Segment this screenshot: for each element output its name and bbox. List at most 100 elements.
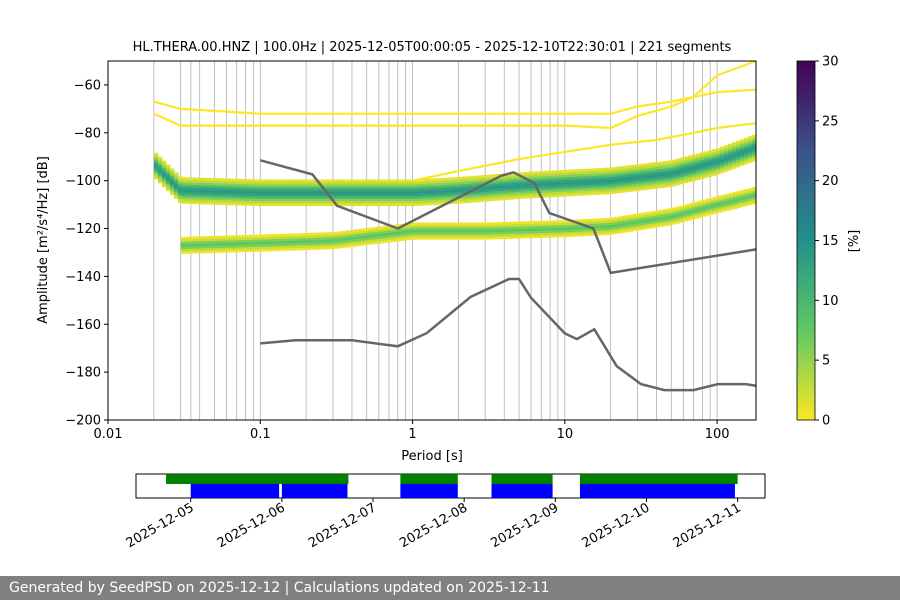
heatmap-cell	[387, 230, 393, 233]
heatmap-cell	[354, 203, 360, 207]
heatmap-cell	[197, 189, 203, 193]
heatmap-cell	[559, 189, 564, 192]
heatmap-cell	[274, 201, 279, 204]
heatmap-cell	[703, 163, 709, 166]
heatmap-cell	[234, 193, 239, 196]
heatmap-cell	[663, 182, 669, 186]
heatmap-cell	[195, 238, 201, 242]
heatmap-cell	[652, 220, 657, 224]
heatmap-cell	[265, 236, 270, 240]
heatmap-cell	[290, 191, 295, 195]
heatmap-cell	[362, 198, 368, 202]
heatmap-cell	[219, 245, 224, 248]
heatmap-cell	[727, 157, 733, 161]
heatmap-cell	[679, 217, 684, 221]
heatmap-cell	[735, 164, 741, 168]
heatmap-cell	[199, 236, 205, 239]
heatmap-cell	[727, 162, 733, 166]
heatmap-cell	[426, 192, 432, 196]
heatmap-cell	[711, 153, 717, 157]
heatmap-cell	[631, 179, 637, 182]
heatmap-cell	[258, 184, 263, 187]
heatmap-cell	[575, 226, 581, 230]
heatmap-cell	[291, 247, 297, 251]
heatmap-cell	[511, 196, 516, 200]
heatmap-cell	[246, 195, 251, 199]
heatmap-cell	[429, 234, 435, 238]
heatmap-cell	[491, 174, 496, 178]
timeline-tick-label: 2025-12-11	[671, 500, 744, 551]
heatmap-cell	[740, 199, 746, 203]
heatmap-cell	[466, 195, 472, 199]
heatmap-cell	[398, 203, 404, 207]
heatmap-cell	[751, 153, 756, 157]
heatmap-cell	[258, 196, 263, 199]
heatmap-cell	[667, 213, 673, 216]
heatmap-cell	[487, 222, 492, 226]
heatmap-cell	[165, 183, 171, 187]
heatmap-cell	[740, 192, 746, 196]
heatmap-cell	[254, 203, 259, 206]
heatmap-cell	[372, 239, 377, 242]
heatmap-cell	[262, 181, 267, 185]
heatmap-cell	[286, 203, 291, 207]
heatmap-cell	[466, 178, 472, 182]
heatmap-cell	[266, 201, 271, 204]
heatmap-cell	[587, 168, 593, 172]
heatmap-cell	[322, 196, 328, 199]
heatmap-cell	[617, 225, 623, 229]
heatmap-cell	[495, 229, 500, 233]
heatmap-cell	[188, 236, 193, 240]
heatmap-cell	[491, 176, 496, 180]
heatmap-cell	[559, 177, 564, 180]
heatmap-cell	[193, 196, 199, 200]
heatmap-cell	[169, 187, 175, 191]
heatmap-cell	[302, 186, 307, 190]
heatmap-cell	[533, 223, 538, 227]
heatmap-cell	[438, 189, 444, 193]
heatmap-cell	[690, 214, 696, 218]
heatmap-cell	[368, 229, 374, 233]
heatmap-cell	[394, 179, 400, 183]
heatmap-cell	[391, 232, 397, 235]
heatmap-cell	[429, 229, 435, 233]
heatmap-cell	[349, 241, 354, 245]
heatmap-cell	[302, 181, 307, 185]
heatmap-cell	[713, 208, 719, 212]
heatmap-cell	[442, 194, 448, 198]
heatmap-cell	[644, 221, 650, 225]
heatmap-cell	[595, 170, 601, 174]
heatmap-cell	[270, 198, 275, 202]
heatmap-cell	[258, 203, 263, 207]
heatmap-cell	[207, 245, 212, 249]
heatmap-cell	[663, 211, 669, 215]
heatmap-cell	[575, 183, 580, 187]
heatmap-cell	[189, 194, 195, 197]
heatmap-cell	[679, 162, 685, 166]
heatmap-cell	[743, 159, 749, 162]
heatmap-cell	[215, 235, 220, 239]
heatmap-cell	[667, 222, 673, 226]
heatmap-cell	[357, 240, 362, 244]
heatmap-cell	[729, 204, 734, 208]
heatmap-cell	[633, 218, 638, 222]
heatmap-cell	[594, 223, 600, 226]
heatmap-cell	[575, 193, 580, 196]
heatmap-cell	[403, 230, 408, 234]
x-tick-label: 1	[408, 427, 416, 442]
heatmap-cell	[192, 250, 197, 254]
heatmap-cell	[736, 195, 742, 199]
heatmap-cell	[691, 173, 697, 177]
heatmap-cell	[627, 184, 633, 188]
heatmap-cell	[199, 241, 205, 244]
heatmap-cell	[454, 177, 460, 180]
heatmap-cell	[294, 179, 299, 183]
heatmap-cell	[410, 200, 416, 204]
heatmap-cell	[699, 176, 705, 179]
heatmap-cell	[709, 209, 715, 213]
heatmap-cell	[472, 224, 477, 228]
heatmap-cell	[564, 232, 569, 235]
heatmap-cell	[518, 228, 523, 232]
heatmap-cell	[450, 201, 456, 204]
